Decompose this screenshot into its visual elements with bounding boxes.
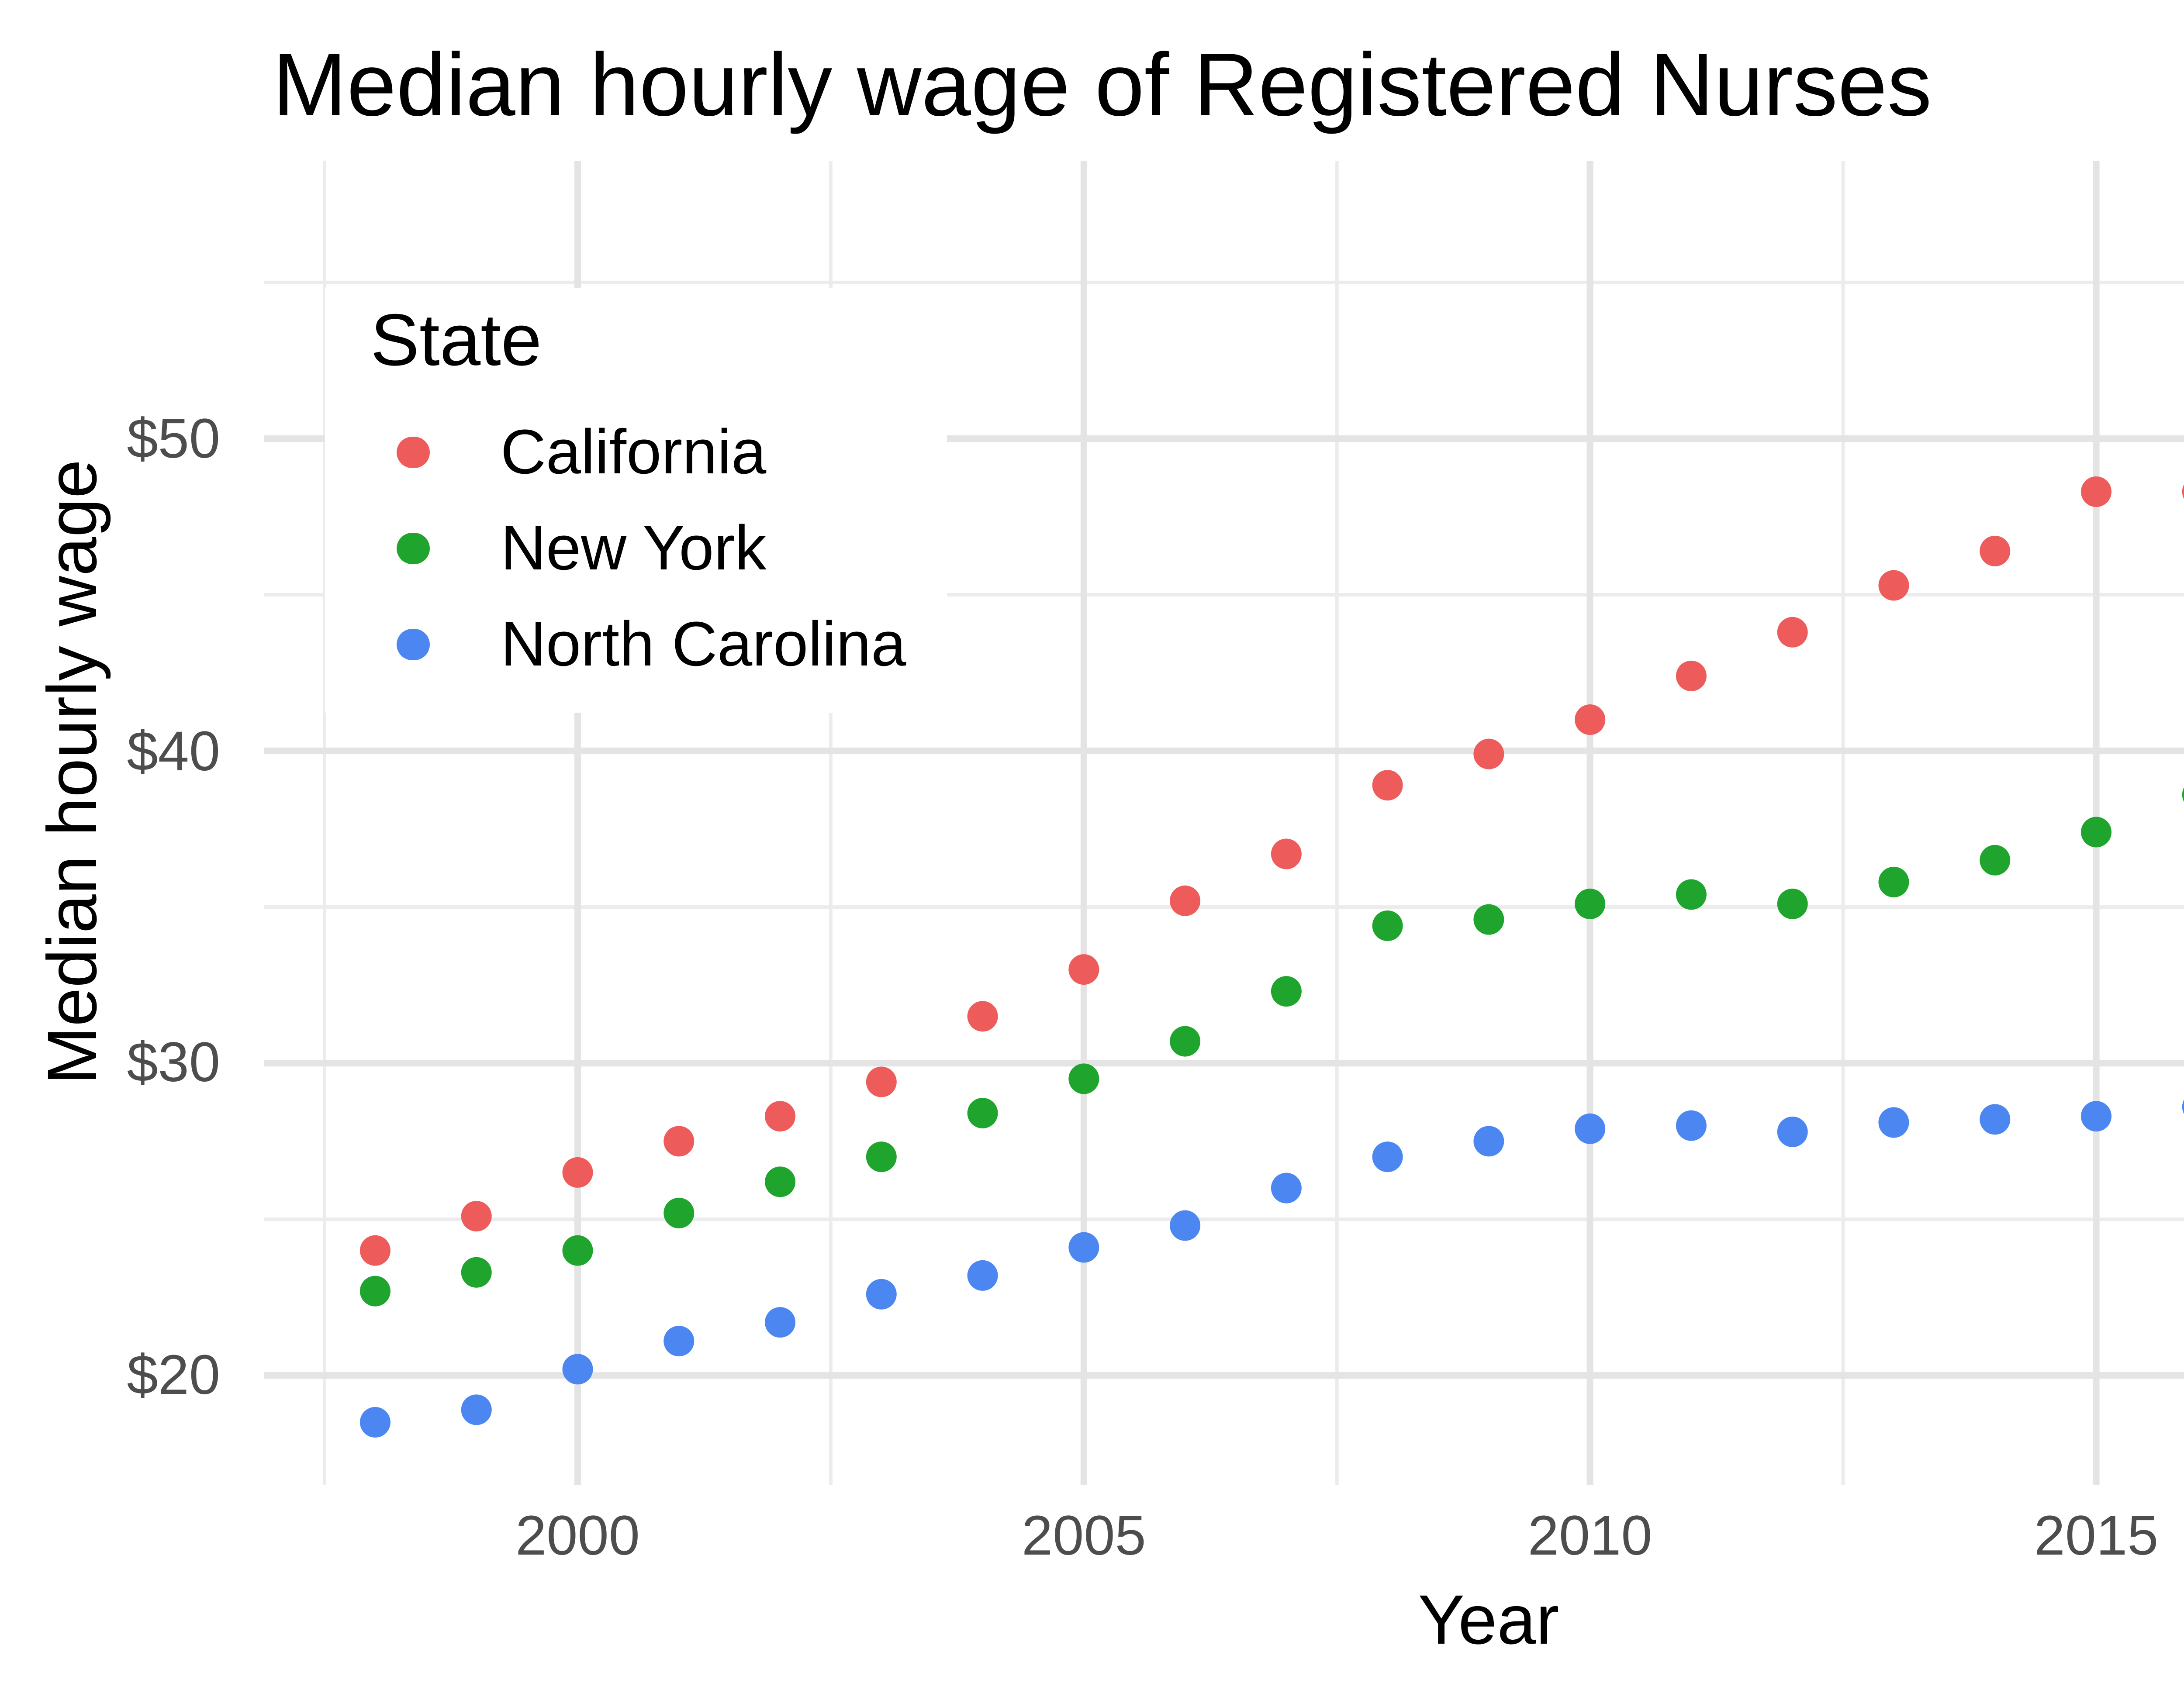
data-point-new-york-2011	[1676, 879, 1707, 910]
data-point-north-carolina-2004	[967, 1260, 998, 1291]
legend-item-new-york: New York	[397, 515, 766, 582]
legend-label-california: California	[501, 416, 767, 487]
y-tick-label-30: $30	[127, 1031, 220, 1094]
data-point-new-york-2009	[1473, 903, 1504, 934]
data-point-california-2016	[2182, 484, 2184, 499]
legend-swatch-california-icon	[397, 436, 429, 469]
y-tick-label-20: $20	[127, 1343, 220, 1407]
data-point-north-carolina-2002	[765, 1307, 796, 1338]
legend-item-california: California	[397, 419, 766, 486]
legend-swatch-new-york-icon	[397, 532, 429, 565]
legend-label-north-carolina: North Carolina	[501, 608, 906, 679]
data-point-new-york-2008	[1372, 910, 1403, 941]
x-tick-label-2000: 2000	[515, 1504, 640, 1567]
data-point-north-carolina-1999	[461, 1394, 492, 1425]
y-tick-label-40: $40	[127, 719, 220, 782]
data-point-new-york-2006	[1170, 1025, 1201, 1056]
data-point-new-york-2010	[1575, 888, 1606, 919]
data-point-new-york-2005	[1068, 1063, 1099, 1094]
data-point-california-2013	[1878, 569, 1909, 600]
data-point-california-2015	[2081, 476, 2112, 507]
data-point-california-2005	[1068, 954, 1099, 985]
data-point-new-york-2004	[967, 1097, 998, 1128]
data-point-north-carolina-2014	[1980, 1103, 2011, 1134]
legend-item-north-carolina: North Carolina	[397, 611, 906, 678]
data-point-north-carolina-2016	[2182, 1099, 2184, 1114]
data-point-north-carolina-2010	[1575, 1113, 1606, 1144]
y-tick-label-50: $50	[127, 407, 220, 470]
data-point-california-2000	[562, 1157, 593, 1188]
data-point-new-york-2012	[1777, 888, 1808, 919]
data-point-new-york-1998	[359, 1275, 390, 1306]
x-tick-label-2005: 2005	[1021, 1504, 1146, 1567]
data-point-north-carolina-1998	[359, 1407, 390, 1438]
data-point-north-carolina-2015	[2081, 1100, 2112, 1131]
data-point-new-york-2007	[1271, 976, 1302, 1007]
data-point-california-1998	[359, 1234, 390, 1266]
data-point-north-carolina-2007	[1271, 1172, 1302, 1203]
y-axis-title: Median hourly wage	[35, 459, 112, 1085]
data-point-north-carolina-2005	[1068, 1231, 1099, 1262]
data-point-north-carolina-2009	[1473, 1125, 1504, 1156]
chart-title: Median hourly wage of Registered Nurses	[273, 35, 1932, 134]
data-point-california-2009	[1473, 738, 1504, 769]
data-point-california-2007	[1271, 838, 1302, 869]
data-point-california-1999	[461, 1200, 492, 1231]
data-point-new-york-2000	[562, 1234, 593, 1266]
data-point-north-carolina-2006	[1170, 1210, 1201, 1241]
data-point-california-2004	[967, 1000, 998, 1031]
data-point-new-york-2016	[2182, 787, 2184, 802]
data-point-new-york-2001	[663, 1197, 695, 1228]
data-point-california-2006	[1170, 885, 1201, 916]
data-point-new-york-1999	[461, 1256, 492, 1287]
legend-title: State	[370, 299, 542, 381]
data-point-north-carolina-2011	[1676, 1110, 1707, 1141]
data-point-new-york-2015	[2081, 816, 2112, 847]
data-point-california-2001	[663, 1125, 695, 1156]
legend: State California New York North Carolina	[325, 288, 947, 713]
x-axis-title: Year	[1418, 1583, 1559, 1659]
data-point-north-carolina-2003	[866, 1278, 897, 1309]
data-point-north-carolina-2000	[562, 1353, 593, 1384]
data-point-california-2002	[765, 1100, 796, 1131]
data-point-california-2012	[1777, 616, 1808, 647]
data-point-north-carolina-2013	[1878, 1107, 1909, 1138]
x-tick-label-2015: 2015	[2034, 1504, 2159, 1567]
data-point-new-york-2014	[1980, 844, 2011, 875]
data-point-california-2010	[1575, 704, 1606, 735]
data-point-new-york-2002	[765, 1166, 796, 1197]
data-point-california-2014	[1980, 535, 2011, 566]
x-tick-label-2010: 2010	[1527, 1504, 1652, 1567]
legend-label-new-york: New York	[501, 512, 767, 583]
data-point-north-carolina-2008	[1372, 1141, 1403, 1172]
data-point-new-york-2003	[866, 1141, 897, 1172]
legend-swatch-north-carolina-icon	[397, 628, 429, 661]
data-point-california-2003	[866, 1066, 897, 1097]
data-point-california-2008	[1372, 769, 1403, 800]
data-point-new-york-2013	[1878, 866, 1909, 897]
data-point-north-carolina-2001	[663, 1325, 695, 1356]
data-point-north-carolina-2012	[1777, 1116, 1808, 1147]
data-point-california-2011	[1676, 660, 1707, 691]
